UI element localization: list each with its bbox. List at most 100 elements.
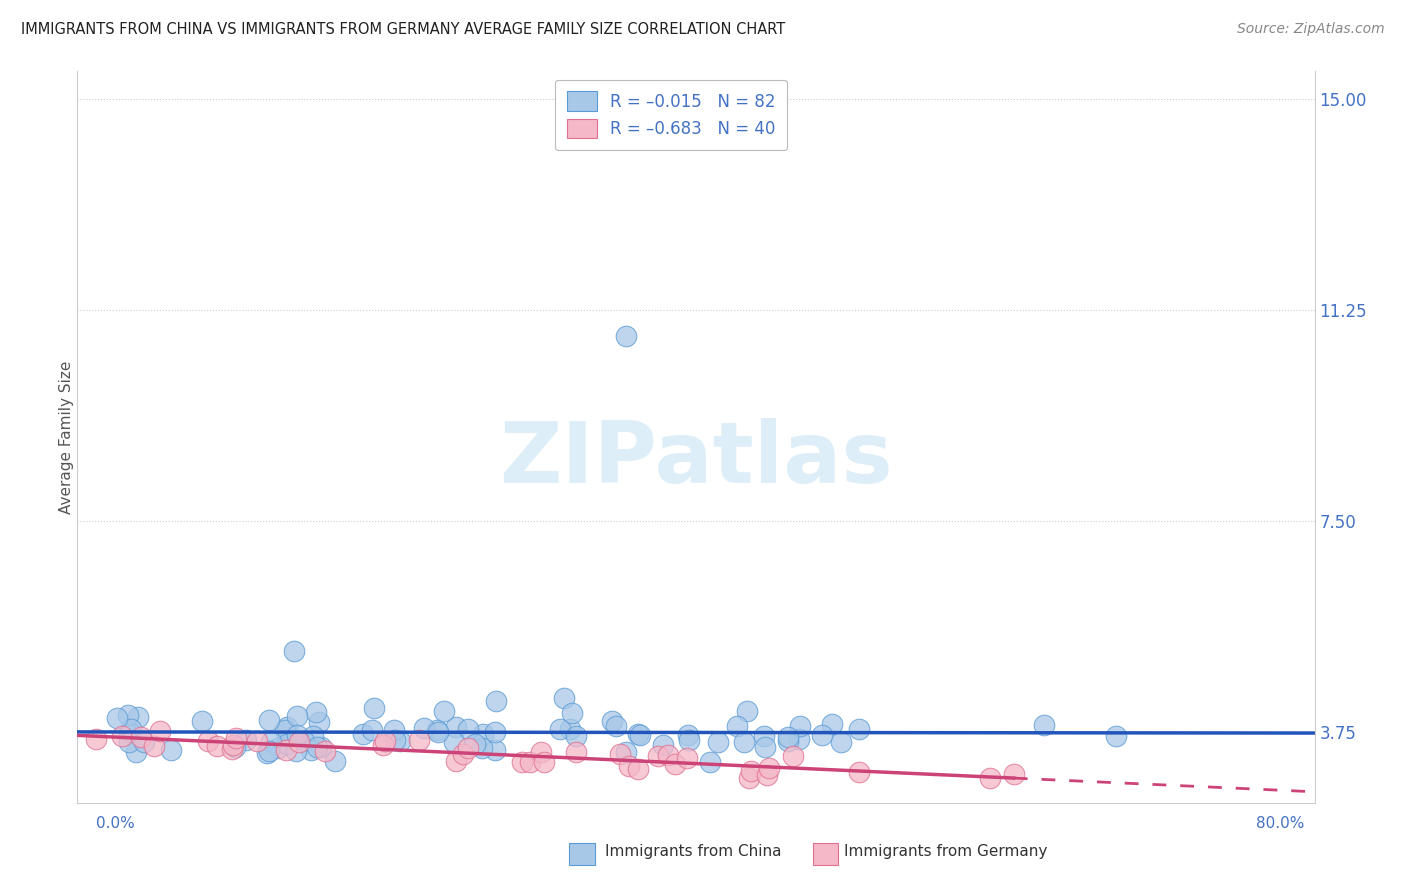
Point	[678, 732, 700, 747]
Point	[444, 720, 467, 734]
Point	[776, 730, 799, 744]
Point	[413, 721, 436, 735]
Point	[305, 705, 328, 719]
Point	[276, 720, 298, 734]
Point	[276, 737, 298, 751]
Point	[292, 734, 315, 748]
Point	[221, 741, 243, 756]
Point	[120, 722, 142, 736]
Point	[676, 751, 699, 765]
Point	[630, 728, 652, 742]
Point	[267, 741, 290, 756]
Point	[308, 714, 330, 729]
Point	[616, 745, 638, 759]
Point	[647, 749, 669, 764]
Point	[1033, 717, 1056, 731]
Point	[754, 739, 776, 754]
Text: Immigrants from Germany: Immigrants from Germany	[844, 845, 1047, 859]
Point	[530, 745, 553, 759]
Point	[979, 771, 1001, 785]
Point	[484, 693, 506, 707]
Point	[752, 729, 775, 743]
Point	[457, 723, 479, 737]
Point	[758, 761, 780, 775]
Point	[314, 743, 336, 757]
Point	[86, 732, 108, 747]
Point	[371, 738, 394, 752]
Point	[160, 743, 183, 757]
Point	[471, 741, 494, 756]
Point	[352, 726, 374, 740]
Point	[285, 709, 308, 723]
Point	[519, 756, 541, 770]
Point	[117, 708, 139, 723]
Point	[118, 725, 141, 739]
Point	[388, 733, 411, 747]
Legend: R = –0.015   N = 82, R = –0.683   N = 40: R = –0.015 N = 82, R = –0.683 N = 40	[555, 79, 787, 150]
Point	[605, 718, 627, 732]
Point	[548, 723, 571, 737]
Point	[142, 739, 165, 753]
Point	[111, 729, 134, 743]
Point	[285, 728, 308, 742]
Point	[512, 755, 534, 769]
Point	[652, 739, 675, 753]
Point	[848, 722, 870, 736]
Point	[737, 772, 759, 786]
Point	[1002, 767, 1025, 781]
Point	[755, 767, 778, 781]
Point	[1105, 729, 1128, 743]
Point	[789, 719, 811, 733]
Text: 0.0%: 0.0%	[96, 816, 135, 831]
Point	[283, 644, 305, 658]
Point	[408, 733, 430, 747]
Point	[782, 749, 804, 764]
Point	[464, 738, 486, 752]
Text: 80.0%: 80.0%	[1257, 816, 1305, 831]
Point	[565, 729, 588, 743]
Point	[725, 719, 748, 733]
Point	[288, 735, 311, 749]
Point	[433, 704, 456, 718]
Point	[472, 726, 495, 740]
Point	[616, 328, 638, 343]
Point	[733, 735, 755, 749]
Point	[602, 714, 624, 728]
Point	[553, 690, 575, 705]
Point	[707, 735, 730, 749]
Point	[810, 728, 832, 742]
Point	[197, 734, 219, 748]
Point	[285, 744, 308, 758]
Point	[259, 714, 281, 728]
Point	[323, 755, 346, 769]
Point	[374, 733, 396, 747]
Point	[735, 704, 758, 718]
Point	[558, 723, 581, 737]
Point	[830, 735, 852, 749]
Point	[302, 729, 325, 743]
Point	[565, 745, 588, 759]
Point	[533, 756, 555, 770]
Point	[821, 717, 844, 731]
Point	[149, 724, 172, 739]
Point	[225, 731, 247, 745]
Point	[256, 746, 278, 760]
Point	[426, 725, 449, 739]
Point	[360, 723, 382, 738]
Point	[363, 701, 385, 715]
Point	[619, 759, 641, 773]
Point	[276, 743, 298, 757]
Point	[609, 747, 631, 762]
Point	[222, 738, 245, 752]
Point	[426, 723, 449, 738]
Point	[105, 711, 128, 725]
Point	[657, 747, 679, 762]
Text: ZIPatlas: ZIPatlas	[499, 417, 893, 500]
Point	[134, 735, 156, 749]
Point	[207, 739, 229, 754]
Point	[257, 744, 280, 758]
Point	[484, 725, 506, 739]
Text: IMMIGRANTS FROM CHINA VS IMMIGRANTS FROM GERMANY AVERAGE FAMILY SIZE CORRELATION: IMMIGRANTS FROM CHINA VS IMMIGRANTS FROM…	[21, 22, 786, 37]
Point	[664, 756, 686, 771]
Point	[457, 740, 479, 755]
